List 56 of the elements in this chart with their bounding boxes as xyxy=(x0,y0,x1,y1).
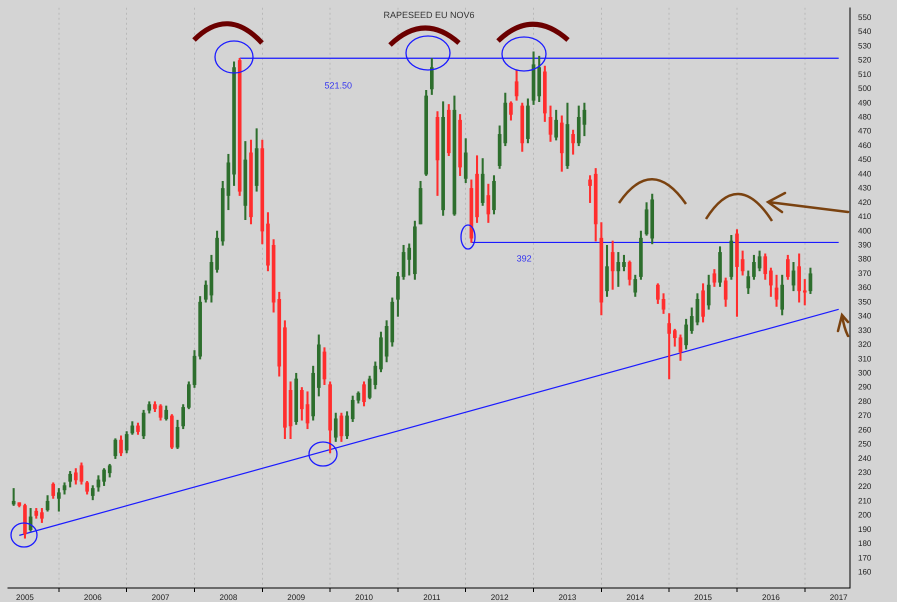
y-tick-label: 330 xyxy=(858,326,872,335)
y-tick-label: 530 xyxy=(858,41,872,50)
y-tick-label: 340 xyxy=(858,312,872,321)
y-tick-label: 480 xyxy=(858,112,872,122)
y-tick-label: 350 xyxy=(858,297,872,306)
x-tick-label: 2015 xyxy=(694,593,713,602)
y-tick-label: 540 xyxy=(858,27,872,36)
y-tick-label: 270 xyxy=(858,411,872,420)
x-tick-label: 2005 xyxy=(16,593,34,602)
y-tick-label: 250 xyxy=(858,440,872,449)
y-tick-label: 420 xyxy=(858,198,872,207)
y-tick-label: 460 xyxy=(858,140,872,150)
x-tick-label: 2008 xyxy=(219,593,238,602)
y-tick-label: 500 xyxy=(858,84,872,94)
y-tick-label: 400 xyxy=(858,226,872,236)
y-tick-label: 210 xyxy=(858,496,872,506)
y-tick-label: 510 xyxy=(858,70,872,79)
x-tick-label: 2013 xyxy=(558,593,577,602)
y-tick-label: 160 xyxy=(858,568,872,577)
y-tick-label: 240 xyxy=(858,454,872,463)
y-tick-label: 260 xyxy=(858,425,872,434)
x-tick-label: 2017 xyxy=(830,593,848,602)
chart-title: RAPESEED EU NOV6 xyxy=(383,10,475,20)
x-tick-label: 2014 xyxy=(626,593,645,602)
y-tick-label: 180 xyxy=(858,539,872,548)
y-tick-label: 390 xyxy=(858,240,872,250)
y-tick-label: 490 xyxy=(858,98,872,108)
y-tick-label: 290 xyxy=(858,382,872,392)
y-tick-label: 300 xyxy=(858,368,872,378)
x-tick-label: 2012 xyxy=(490,593,510,602)
y-tick-label: 280 xyxy=(858,396,872,406)
y-tick-label: 190 xyxy=(858,524,872,534)
y-tick-label: 200 xyxy=(858,510,872,520)
x-tick-label: 2007 xyxy=(152,593,170,602)
x-tick-label: 2011 xyxy=(423,593,441,602)
y-tick-label: 230 xyxy=(858,468,872,478)
y-tick-label: 470 xyxy=(858,126,872,136)
y-tick-label: 170 xyxy=(858,553,872,562)
x-tick-label: 2016 xyxy=(762,593,780,602)
y-tick-label: 520 xyxy=(858,56,872,65)
y-tick-label: 430 xyxy=(858,184,872,193)
y-tick-label: 410 xyxy=(858,212,872,222)
y-tick-label: 380 xyxy=(858,254,872,264)
annotation: 392 xyxy=(516,253,532,264)
y-tick-label: 440 xyxy=(858,169,872,178)
annotation: 521.50 xyxy=(324,80,352,90)
y-tick-label: 360 xyxy=(858,283,872,292)
y-tick-label: 320 xyxy=(858,340,872,350)
x-tick-label: 2010 xyxy=(355,593,374,602)
x-tick-label: 2006 xyxy=(84,593,102,602)
y-tick-label: 550 xyxy=(858,12,872,22)
y-tick-label: 220 xyxy=(858,482,872,492)
y-tick-label: 370 xyxy=(858,268,872,278)
x-tick-label: 2009 xyxy=(287,593,306,602)
y-tick-label: 310 xyxy=(858,354,872,364)
y-tick-label: 450 xyxy=(858,155,872,164)
